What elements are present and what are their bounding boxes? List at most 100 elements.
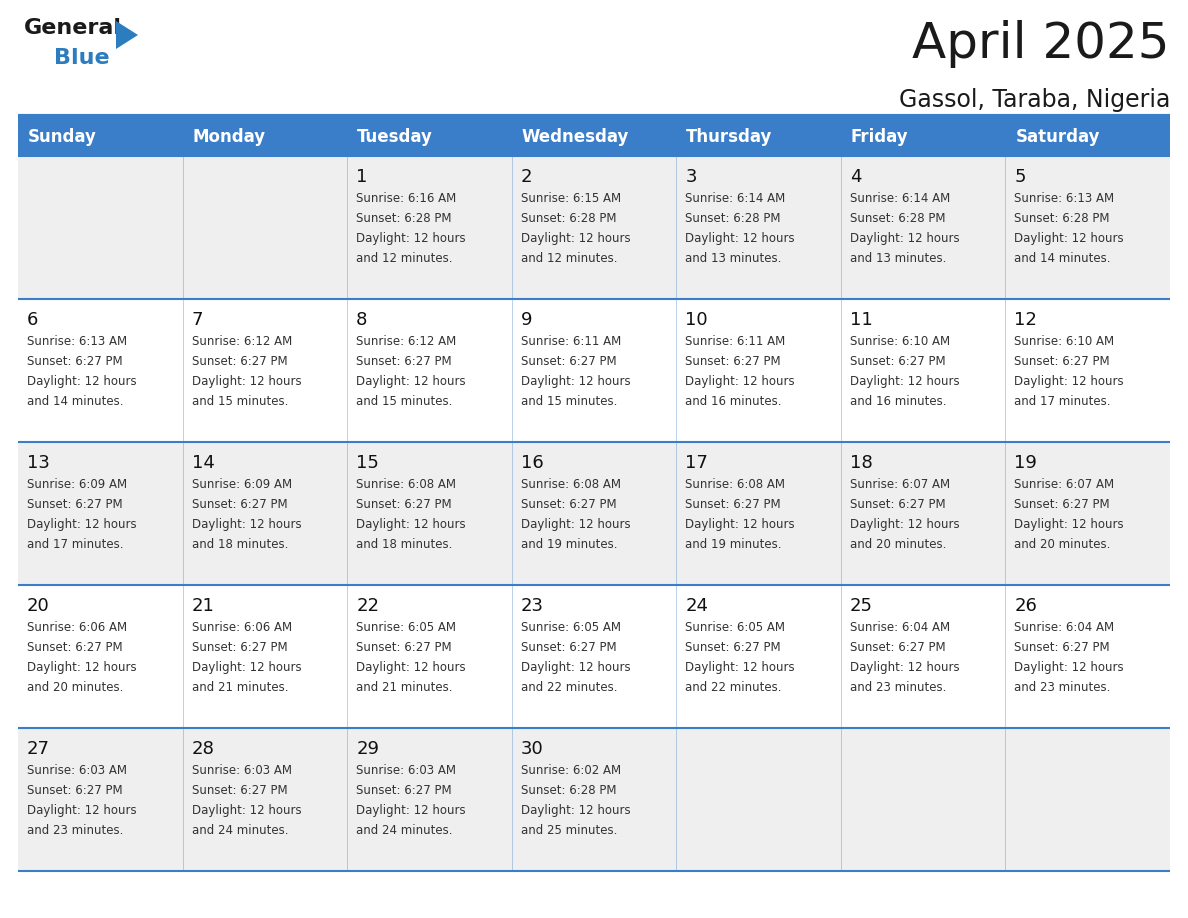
Text: and 15 minutes.: and 15 minutes.: [191, 395, 287, 408]
Text: Sunrise: 6:05 AM: Sunrise: 6:05 AM: [520, 621, 620, 634]
Text: Sunset: 6:27 PM: Sunset: 6:27 PM: [191, 355, 287, 368]
Text: Sunset: 6:27 PM: Sunset: 6:27 PM: [685, 355, 781, 368]
Text: and 14 minutes.: and 14 minutes.: [1015, 252, 1111, 265]
Text: 22: 22: [356, 597, 379, 615]
Text: Sunset: 6:28 PM: Sunset: 6:28 PM: [685, 212, 781, 225]
Text: and 14 minutes.: and 14 minutes.: [27, 395, 124, 408]
Text: 3: 3: [685, 168, 697, 186]
Text: 26: 26: [1015, 597, 1037, 615]
Text: Sunrise: 6:03 AM: Sunrise: 6:03 AM: [356, 764, 456, 777]
Text: and 23 minutes.: and 23 minutes.: [849, 681, 946, 694]
Text: Daylight: 12 hours: Daylight: 12 hours: [685, 661, 795, 674]
Text: 25: 25: [849, 597, 873, 615]
Text: and 24 minutes.: and 24 minutes.: [356, 824, 453, 837]
Text: 11: 11: [849, 311, 873, 329]
Text: April 2025: April 2025: [912, 20, 1170, 68]
Text: Sunrise: 6:15 AM: Sunrise: 6:15 AM: [520, 192, 621, 205]
Bar: [18, 585, 1170, 728]
Text: 10: 10: [685, 311, 708, 329]
Text: Sunrise: 6:06 AM: Sunrise: 6:06 AM: [27, 621, 127, 634]
Text: Sunrise: 6:09 AM: Sunrise: 6:09 AM: [191, 478, 292, 491]
Text: Sunrise: 6:12 AM: Sunrise: 6:12 AM: [191, 335, 292, 348]
Text: 13: 13: [27, 454, 50, 472]
Text: Sunset: 6:27 PM: Sunset: 6:27 PM: [191, 641, 287, 654]
Text: Daylight: 12 hours: Daylight: 12 hours: [27, 804, 137, 817]
Text: Sunset: 6:27 PM: Sunset: 6:27 PM: [685, 641, 781, 654]
Text: Sunrise: 6:06 AM: Sunrise: 6:06 AM: [191, 621, 292, 634]
Text: Sunset: 6:28 PM: Sunset: 6:28 PM: [356, 212, 451, 225]
Text: Gassol, Taraba, Nigeria: Gassol, Taraba, Nigeria: [898, 88, 1170, 112]
Text: 19: 19: [1015, 454, 1037, 472]
Text: and 22 minutes.: and 22 minutes.: [685, 681, 782, 694]
Text: and 23 minutes.: and 23 minutes.: [27, 824, 124, 837]
Text: 29: 29: [356, 740, 379, 758]
Text: and 19 minutes.: and 19 minutes.: [520, 538, 618, 551]
Text: and 15 minutes.: and 15 minutes.: [356, 395, 453, 408]
Text: Sunset: 6:27 PM: Sunset: 6:27 PM: [191, 784, 287, 797]
Text: Thursday: Thursday: [687, 128, 772, 146]
Text: 24: 24: [685, 597, 708, 615]
Text: 9: 9: [520, 311, 532, 329]
Text: 28: 28: [191, 740, 215, 758]
Text: Daylight: 12 hours: Daylight: 12 hours: [520, 661, 631, 674]
Text: Sunset: 6:27 PM: Sunset: 6:27 PM: [27, 641, 122, 654]
Text: and 13 minutes.: and 13 minutes.: [849, 252, 946, 265]
Text: Sunrise: 6:04 AM: Sunrise: 6:04 AM: [849, 621, 950, 634]
Text: Tuesday: Tuesday: [358, 128, 432, 146]
Text: Sunrise: 6:13 AM: Sunrise: 6:13 AM: [1015, 192, 1114, 205]
Text: Sunrise: 6:09 AM: Sunrise: 6:09 AM: [27, 478, 127, 491]
Text: Sunset: 6:27 PM: Sunset: 6:27 PM: [685, 498, 781, 511]
Text: 21: 21: [191, 597, 215, 615]
Text: Sunrise: 6:14 AM: Sunrise: 6:14 AM: [849, 192, 950, 205]
Text: 15: 15: [356, 454, 379, 472]
Text: Daylight: 12 hours: Daylight: 12 hours: [191, 518, 302, 531]
Text: Daylight: 12 hours: Daylight: 12 hours: [191, 804, 302, 817]
Text: 5: 5: [1015, 168, 1026, 186]
Text: Daylight: 12 hours: Daylight: 12 hours: [849, 232, 960, 245]
Text: and 20 minutes.: and 20 minutes.: [849, 538, 946, 551]
Text: and 24 minutes.: and 24 minutes.: [191, 824, 287, 837]
Text: Sunset: 6:27 PM: Sunset: 6:27 PM: [356, 784, 451, 797]
Text: Daylight: 12 hours: Daylight: 12 hours: [520, 804, 631, 817]
Text: Daylight: 12 hours: Daylight: 12 hours: [849, 518, 960, 531]
Text: Sunset: 6:27 PM: Sunset: 6:27 PM: [520, 355, 617, 368]
Text: 18: 18: [849, 454, 873, 472]
Text: Sunset: 6:27 PM: Sunset: 6:27 PM: [27, 784, 122, 797]
Text: Sunset: 6:27 PM: Sunset: 6:27 PM: [849, 641, 946, 654]
Text: and 12 minutes.: and 12 minutes.: [356, 252, 453, 265]
Text: Sunrise: 6:11 AM: Sunrise: 6:11 AM: [685, 335, 785, 348]
Text: Daylight: 12 hours: Daylight: 12 hours: [356, 804, 466, 817]
Text: and 23 minutes.: and 23 minutes.: [1015, 681, 1111, 694]
Text: Daylight: 12 hours: Daylight: 12 hours: [356, 518, 466, 531]
Text: and 20 minutes.: and 20 minutes.: [1015, 538, 1111, 551]
Text: 2: 2: [520, 168, 532, 186]
Text: Daylight: 12 hours: Daylight: 12 hours: [356, 232, 466, 245]
Text: Saturday: Saturday: [1016, 128, 1100, 146]
Text: General: General: [24, 18, 122, 38]
Text: Sunset: 6:27 PM: Sunset: 6:27 PM: [1015, 498, 1110, 511]
Text: Daylight: 12 hours: Daylight: 12 hours: [1015, 661, 1124, 674]
Text: Daylight: 12 hours: Daylight: 12 hours: [191, 375, 302, 388]
Text: 23: 23: [520, 597, 544, 615]
Text: Sunrise: 6:13 AM: Sunrise: 6:13 AM: [27, 335, 127, 348]
Text: Sunrise: 6:10 AM: Sunrise: 6:10 AM: [1015, 335, 1114, 348]
Text: Sunset: 6:27 PM: Sunset: 6:27 PM: [849, 498, 946, 511]
Text: Daylight: 12 hours: Daylight: 12 hours: [520, 232, 631, 245]
Text: Sunset: 6:28 PM: Sunset: 6:28 PM: [520, 212, 617, 225]
Text: Sunset: 6:28 PM: Sunset: 6:28 PM: [849, 212, 946, 225]
Text: Sunrise: 6:02 AM: Sunrise: 6:02 AM: [520, 764, 621, 777]
Text: Sunset: 6:27 PM: Sunset: 6:27 PM: [849, 355, 946, 368]
Text: Sunrise: 6:08 AM: Sunrise: 6:08 AM: [685, 478, 785, 491]
Polygon shape: [116, 21, 138, 49]
Text: Sunset: 6:27 PM: Sunset: 6:27 PM: [191, 498, 287, 511]
Text: 27: 27: [27, 740, 50, 758]
Text: Sunset: 6:27 PM: Sunset: 6:27 PM: [356, 641, 451, 654]
Text: Monday: Monday: [192, 128, 266, 146]
Text: Sunset: 6:27 PM: Sunset: 6:27 PM: [356, 498, 451, 511]
Text: and 25 minutes.: and 25 minutes.: [520, 824, 617, 837]
Text: and 18 minutes.: and 18 minutes.: [356, 538, 453, 551]
Text: Friday: Friday: [851, 128, 909, 146]
Text: Daylight: 12 hours: Daylight: 12 hours: [685, 518, 795, 531]
Text: Wednesday: Wednesday: [522, 128, 630, 146]
Text: and 17 minutes.: and 17 minutes.: [27, 538, 124, 551]
